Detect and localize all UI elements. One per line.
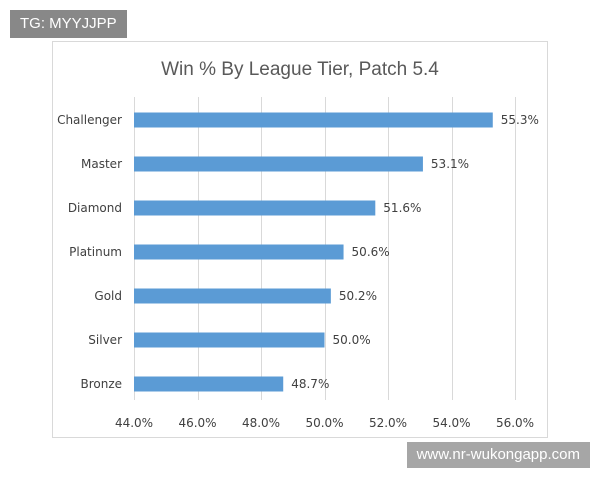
bar-platinum: [134, 244, 344, 260]
bar-challenger: [134, 112, 493, 128]
data-label: 55.3%: [501, 113, 539, 127]
bar-chart: Win % By League Tier, Patch 5.4 Challeng…: [57, 59, 539, 430]
x-tick-label: 46.0%: [178, 416, 216, 430]
x-tick-label: 56.0%: [496, 416, 534, 430]
category-label: Platinum: [69, 245, 122, 259]
data-labels: 55.3% 53.1% 51.6% 50.6% 50.2% 50.0% 48.7%: [291, 113, 539, 391]
x-tick-label: 44.0%: [115, 416, 153, 430]
category-label: Bronze: [80, 377, 122, 391]
data-label: 51.6%: [383, 201, 421, 215]
data-label: 50.6%: [352, 245, 390, 259]
category-label: Gold: [94, 289, 122, 303]
x-tick-label: 54.0%: [432, 416, 470, 430]
chart-title: Win % By League Tier, Patch 5.4: [161, 59, 439, 80]
data-label: 53.1%: [431, 157, 469, 171]
data-label: 50.0%: [333, 333, 371, 347]
data-label: 48.7%: [291, 377, 329, 391]
bars: [134, 112, 493, 392]
category-label: Master: [81, 157, 122, 171]
bar-diamond: [134, 200, 376, 216]
category-labels: Challenger Master Diamond Platinum Gold Silve…: [57, 113, 122, 391]
bar-gold: [134, 288, 331, 304]
chart-area: Win % By League Tier, Patch 5.4 Challeng…: [52, 41, 548, 438]
bar-bronze: [134, 376, 284, 392]
bar-master: [134, 156, 423, 172]
watermark-top-left: TG: MYYJJPP: [10, 10, 127, 38]
category-label: Silver: [88, 333, 122, 347]
category-label: Challenger: [57, 113, 122, 127]
data-label: 50.2%: [339, 289, 377, 303]
bar-silver: [134, 332, 325, 348]
watermark-bottom-right: www.nr-wukongapp.com: [406, 442, 590, 468]
x-tick-labels: 44.0% 46.0% 48.0% 50.0% 52.0% 54.0% 56.0%: [115, 416, 534, 430]
category-label: Diamond: [68, 201, 122, 215]
x-tick-label: 52.0%: [369, 416, 407, 430]
x-tick-label: 50.0%: [305, 416, 343, 430]
x-tick-label: 48.0%: [242, 416, 280, 430]
